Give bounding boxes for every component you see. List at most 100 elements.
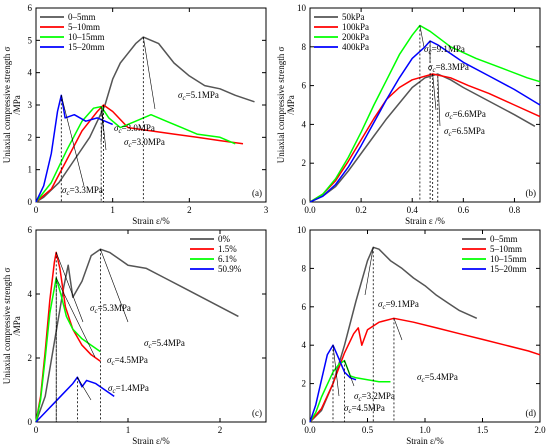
annotation-arrow — [100, 104, 104, 143]
annotation-arrow — [437, 75, 441, 127]
y-tick-label: 8 — [302, 263, 307, 273]
x-tick-label: 0.8 — [509, 205, 521, 215]
annotation-arrow — [364, 247, 374, 296]
series-line-3 — [309, 24, 541, 203]
panel-tag: (a) — [252, 188, 262, 198]
y-tick-label: 2 — [28, 132, 33, 142]
legend: 0%1.5%6.1%50.9% — [190, 234, 242, 274]
x-tick-label: 0.5 — [362, 425, 374, 435]
y-tick-label: 10 — [297, 225, 307, 235]
y-tick-label: 2 — [302, 158, 307, 168]
legend-label: 10–15mm — [490, 254, 527, 264]
panel-tag: (c) — [252, 408, 262, 418]
annotation-label: σc=8.3MPa — [428, 62, 469, 74]
panel-tag: (b) — [526, 188, 537, 198]
legend-label: 10–15mm — [68, 32, 105, 42]
series-line-1 — [309, 73, 536, 203]
x-tick-label: 3 — [264, 205, 269, 215]
series-line-3 — [35, 105, 236, 203]
series-line-1 — [35, 248, 239, 423]
series-line-4 — [309, 40, 541, 203]
legend-label: 0–5mm — [490, 234, 518, 244]
annotation-label: σc=4.5MPa — [344, 403, 385, 415]
x-tick-label: 1 — [126, 425, 131, 435]
annotation-arrow — [393, 318, 403, 341]
annotation-label: σc=3.0MPa — [124, 137, 165, 149]
annotation-arrow — [100, 249, 129, 323]
x-tick-label: 0.0 — [304, 205, 316, 215]
x-tick-label: 0.2 — [355, 205, 366, 215]
chart-panel-3: 0 1 2 0 2 4 6 Strain ε/% Uniaxial compressive st… — [2, 225, 267, 445]
y-tick-label: 0 — [302, 197, 307, 207]
legend-label: 0–5mm — [68, 12, 96, 22]
x-tick-label: 0.6 — [458, 205, 470, 215]
annotation-arrow — [55, 252, 84, 323]
legend-label: 400kPa — [342, 42, 369, 52]
y-tick-label: 4 — [28, 289, 33, 299]
annotation-arrow — [419, 25, 425, 48]
x-axis-label: Strain ε/% — [132, 436, 170, 445]
legend-label: 15–20mm — [490, 264, 527, 274]
x-tick-label: 1.0 — [419, 425, 431, 435]
x-tick-label: 1.5 — [477, 425, 489, 435]
y-tick-label: 10 — [297, 3, 307, 13]
legend-label: 1.5% — [218, 244, 237, 254]
x-axis-label: Strain ε /% — [405, 216, 445, 226]
y-tick-label: 2 — [28, 353, 33, 363]
x-tick-label: 0 — [34, 425, 39, 435]
series-line-2 — [35, 104, 244, 203]
y-tick-label: 4 — [302, 340, 307, 350]
y-tick-label: 0 — [302, 417, 307, 427]
annotation-arrow — [332, 345, 340, 397]
legend-label: 100kPa — [342, 22, 369, 32]
annotation-label: σc=3.2MPa — [354, 391, 395, 403]
chart-panel-1: 0 1 2 3 0 1 2 3 4 5 6 Strain ε/% Uniaxial compressiv… — [2, 3, 269, 226]
x-tick-label: 2.0 — [534, 425, 546, 435]
y-tick-label: 6 — [28, 225, 33, 235]
annotation-label: σc=5.4MPa — [417, 372, 458, 384]
y-tick-label: 0 — [28, 197, 33, 207]
legend-label: 15–20mm — [68, 42, 105, 52]
x-tick-label: 2 — [187, 205, 192, 215]
legend-label: 50.9% — [218, 264, 242, 274]
x-axis-label: Strain ε/% — [406, 436, 444, 445]
legend-label: 200kPa — [342, 32, 369, 42]
y-tick-label: 5 — [28, 35, 33, 45]
annotation-arrow — [100, 106, 107, 151]
x-axis-label: Strain ε/% — [132, 216, 170, 226]
legend-label: 5–10mm — [68, 22, 100, 32]
y-tick-label: 4 — [302, 119, 307, 129]
legend-label: 50kPa — [342, 12, 365, 22]
annotation-arrow — [61, 95, 85, 187]
annotation-label: σc=9.1MPa — [378, 299, 419, 311]
y-axis-label: Uniaxial compressive strength σ — [276, 47, 286, 164]
y-axis-unit: /MPa — [12, 95, 22, 115]
y-axis-unit: /MPa — [12, 316, 22, 336]
annotation-arrow — [77, 377, 92, 401]
y-tick-label: 0 — [28, 417, 33, 427]
annotation-label: σc=5.1MPa — [178, 90, 219, 102]
annotation-label: σc=3.0MPa — [114, 123, 155, 135]
y-tick-label: 1 — [28, 165, 33, 175]
x-tick-label: 0 — [34, 205, 39, 215]
x-tick-label: 0.4 — [407, 205, 419, 215]
legend-label: 6.1% — [218, 254, 237, 264]
annotation-label: σc=3.3MPa — [62, 185, 103, 197]
y-axis-label: Uniaxial compressive strength σ — [2, 47, 12, 164]
annotation-label: σc=1.4MPa — [108, 383, 149, 395]
series-line-2 — [309, 73, 541, 203]
annotation-label: σc=6.6MPa — [445, 109, 486, 121]
y-tick-label: 2 — [302, 379, 307, 389]
y-axis-label: Uniaxial compressive strength σ — [2, 268, 12, 385]
legend-label: 0% — [218, 234, 231, 244]
y-tick-label: 4 — [28, 68, 33, 78]
x-tick-label: 2 — [218, 425, 223, 435]
annotation-arrow — [344, 360, 355, 387]
y-tick-label: 8 — [302, 42, 307, 52]
annotation-arrow — [143, 37, 156, 110]
y-tick-label: 6 — [302, 81, 307, 91]
